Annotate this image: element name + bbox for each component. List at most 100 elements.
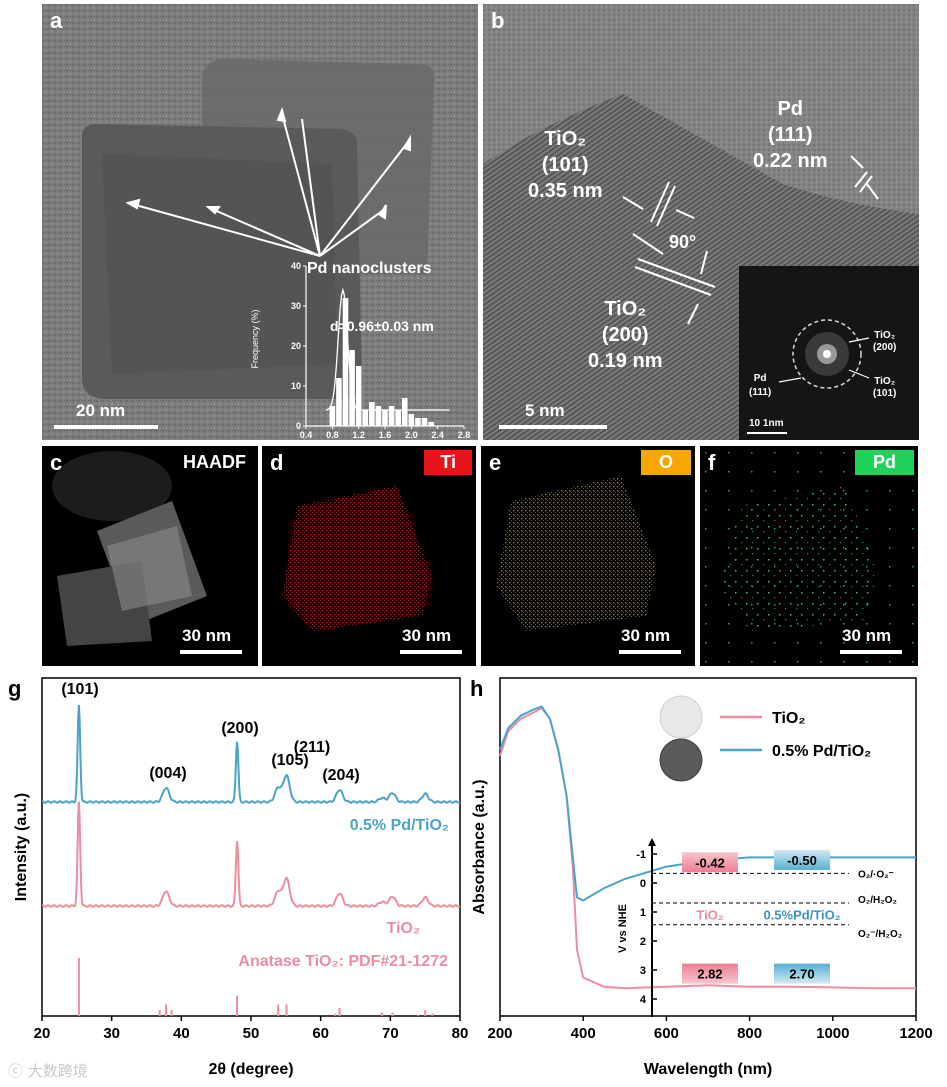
band-axis-arrow <box>648 838 656 846</box>
pd-cb-box-value: -0.50 <box>787 853 817 868</box>
xrd-series-tio2-label: TiO₂ <box>387 920 420 937</box>
ti-map-graphic <box>282 486 432 631</box>
panel-a-tem-image: a Pd nanoclusters 0.4 0.8 1.2 1.6 2.0 2.4 2.8 0… <box>42 4 478 440</box>
panel-h-label: h <box>470 676 483 701</box>
tio2-vb-box <box>682 963 738 984</box>
pd-111-formula: Pd <box>777 98 804 120</box>
pd-tag: Pd <box>854 450 914 475</box>
histogram-x-tick-label: 0.4 <box>300 430 313 440</box>
haadf-tag: HAADF <box>183 452 246 472</box>
peak-211-label: (211) <box>294 739 330 756</box>
fft-pd-111: Pd (111) <box>749 372 771 400</box>
tio2-101-spacing: 0.35 nm <box>528 180 603 202</box>
panel-e-scale-bar <box>619 650 681 654</box>
band-ylabel: V vs NHE <box>617 904 629 953</box>
panel-b-scale-bar <box>499 425 607 429</box>
band-structure-inset: -1 0 1 2 3 4 V vs NHE O₂/·O₂⁻ O₂/H₂O₂ O₂⁻/H₂O₂ -0.… <box>617 838 902 1017</box>
histogram-y-tick-label: 0 <box>296 421 301 431</box>
panel-f-scale-bar <box>840 650 902 654</box>
xrd-x-tick-label: 20 <box>34 1025 51 1042</box>
tio2-sample-photo <box>659 695 703 739</box>
uvvis-legend: TiO₂ 0.5% Pd/TiO₂ <box>720 710 871 760</box>
uvvis-x-tick-label: 200 <box>487 1025 512 1042</box>
o-map-graphic <box>496 476 656 631</box>
histogram-x-tick-label: 2.0 <box>405 430 418 440</box>
pd-cb-box <box>774 849 830 870</box>
angle-label: 90° <box>669 232 697 252</box>
panel-d-scale-text: 30 nm <box>402 626 452 645</box>
histogram-y-tick-label: 40 <box>291 261 301 271</box>
histogram-bar <box>401 398 408 426</box>
histogram-bar <box>408 414 415 426</box>
panel-b-hrtem-image: b TiO₂ (101) 0.35 nm Pd (111) 0.22 nm Ti… <box>483 4 919 440</box>
pd-111-spacing: 0.22 nm <box>753 150 828 172</box>
histogram-y-tick-label: 30 <box>291 301 301 311</box>
band-level-label: O₂/·O₂⁻ <box>858 869 894 880</box>
pd-tio2-sample-photo <box>659 738 703 782</box>
uvvis-x-tick-label: 1000 <box>816 1025 849 1042</box>
xrd-xlabel: 2θ (degree) <box>208 1061 293 1078</box>
histogram-bar <box>336 378 342 426</box>
panel-c-scale-bar <box>180 650 242 654</box>
fft-tio2-200-plane: (200) <box>873 342 897 353</box>
band-tio2-name: TiO₂ <box>696 907 723 922</box>
panel-f-pd-map: f Pd 30 nm <box>700 446 918 666</box>
histogram-plot: 0.4 0.8 1.2 1.6 2.0 2.4 2.8 0 10 20 30 40 <box>291 261 470 440</box>
pd-111-plane: (111) <box>768 124 813 146</box>
histogram-bar <box>355 366 362 426</box>
uvvis-x-tick-label: 600 <box>654 1025 679 1042</box>
histogram-annotation: d=0.96±0.03 nm <box>330 318 434 334</box>
histogram-y-tick-label: 10 <box>291 381 301 391</box>
xrd-series-pd-label: 0.5% Pd/TiO₂ <box>350 817 449 834</box>
pd-111-annotation: Pd (111) 0.22 nm <box>753 96 827 174</box>
uvvis-x-tick-label: 1200 <box>899 1025 932 1042</box>
fft-pattern <box>778 319 870 389</box>
panel-a-scale-bar <box>54 425 158 429</box>
pd-map-graphic <box>700 446 918 666</box>
uvvis-ylabel: Absorbance (a.u.) <box>471 779 488 914</box>
panel-f-scale-text: 30 nm <box>842 626 892 645</box>
histogram-x-tick-label: 1.2 <box>352 430 365 440</box>
fft-scale: 10 1nm <box>749 418 784 429</box>
panel-c-label: c <box>50 450 63 475</box>
histogram-bar <box>388 406 395 426</box>
panel-g-xrd-chart: g 20 30 40 50 60 70 80 Intensity (a.u.) 2θ (de… <box>8 676 468 1078</box>
fft-tio2-200: TiO₂ (200) <box>873 330 896 354</box>
xrd-x-tick-label: 60 <box>312 1025 329 1042</box>
xrd-x-tick-label: 30 <box>103 1025 120 1042</box>
band-y-tick-label: 3 <box>640 965 646 977</box>
histogram-bar <box>415 418 421 426</box>
uvvis-series-line <box>499 707 916 990</box>
panel-d-label: d <box>270 450 284 475</box>
histogram-inset: 0.4 0.8 1.2 1.6 2.0 2.4 2.8 0 10 20 30 40 <box>291 261 470 440</box>
band-level-label: O₂/H₂O₂ <box>858 895 897 906</box>
band-y-tick-label: 1 <box>640 907 646 919</box>
panel-b-scale-text: 5 nm <box>525 401 565 420</box>
peak-004-label: (004) <box>149 765 186 782</box>
band-y-tick-label: 4 <box>640 994 647 1006</box>
uvvis-axes-frame <box>499 677 917 1017</box>
xrd-plot: 20 30 40 50 60 70 80 <box>34 704 468 1042</box>
fft-pd-111-formula: Pd <box>753 373 767 384</box>
band-pd-name: 0.5%Pd/TiO₂ <box>763 907 840 922</box>
histogram-y-tick-label: 20 <box>291 341 301 351</box>
panel-a-scale-text: 20 nm <box>76 401 126 420</box>
histogram-bar <box>342 298 349 426</box>
uvvis-x-tick-label: 800 <box>737 1025 762 1042</box>
band-y-tick-label: 2 <box>640 936 646 948</box>
tio2-vb-box-value: 2.82 <box>697 967 722 982</box>
panel-f-label: f <box>708 450 716 475</box>
histogram-bar <box>421 418 428 426</box>
tio2-200-formula: TiO₂ <box>604 298 647 320</box>
panel-c-haadf: c HAADF 30 nm <box>42 446 258 666</box>
xrd-ylabel: Intensity (a.u.) <box>13 793 30 901</box>
pd-vb-box-value: 2.70 <box>789 967 814 982</box>
panel-d-scale-bar <box>400 650 462 654</box>
o-tag: O <box>640 450 691 475</box>
panel-g-label: g <box>8 676 21 701</box>
fft-tio2-101-formula: TiO₂ <box>874 376 896 387</box>
xrd-x-tick-label: 50 <box>243 1025 260 1042</box>
pd-nanoclusters-label: Pd nanoclusters <box>307 260 432 277</box>
arrow-group <box>125 106 411 257</box>
histogram-ylabel: Frequency (%) <box>250 309 260 369</box>
